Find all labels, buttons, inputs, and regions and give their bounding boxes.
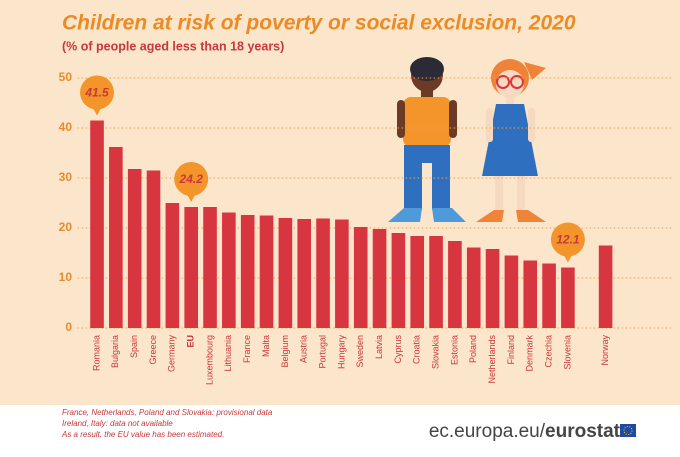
bar: [222, 212, 236, 328]
bar: [146, 170, 161, 328]
x-tick-label: Netherlands: [487, 335, 497, 384]
bar: [504, 255, 519, 328]
bar: [542, 263, 556, 328]
x-tick-label: Greece: [148, 335, 158, 365]
y-tick-label: 40: [59, 120, 73, 134]
source-site: ec.europa.eu/eurostat: [429, 421, 621, 442]
x-tick-label: Luxembourg: [204, 335, 214, 385]
x-tick-label: Sweden: [355, 335, 365, 368]
footnote: As a result, the EU value has been estim…: [61, 430, 224, 439]
bar: [203, 207, 217, 328]
bar: [429, 236, 443, 328]
x-tick-label: Germany: [167, 335, 177, 373]
chart-title: Children at risk of poverty or social ex…: [62, 12, 576, 35]
bar: [372, 229, 387, 328]
x-tick-label: Slovakia: [430, 335, 440, 369]
source-site-text: ec.europa.eu/: [429, 421, 546, 442]
footer-background: [0, 405, 680, 452]
x-tick-label: Latvia: [374, 335, 384, 359]
eu-flag: [620, 424, 636, 437]
bar: [523, 260, 538, 328]
x-tick-label: France: [242, 335, 252, 363]
x-tick-label: Hungary: [336, 335, 346, 370]
x-tick-label: Portugal: [317, 335, 327, 369]
chart-subtitle: (% of people aged less than 18 years): [62, 39, 284, 53]
bar: [335, 219, 349, 328]
value-label: 24.2: [179, 172, 204, 186]
x-tick-label: Belgium: [280, 335, 290, 368]
bar: [485, 249, 500, 328]
bar: [561, 267, 575, 328]
x-tick-label: Denmark: [525, 335, 535, 372]
y-tick-label: 30: [59, 170, 73, 184]
bar: [184, 207, 198, 328]
x-tick-label: Romania: [91, 335, 101, 371]
bar: [165, 203, 180, 328]
x-tick-label: Norway: [600, 335, 610, 366]
bar: [297, 219, 312, 328]
bar: [90, 120, 104, 328]
x-tick-label: Malta: [261, 335, 271, 357]
x-tick-label: Cyprus: [393, 335, 403, 364]
bar: [127, 169, 142, 328]
bar: [466, 247, 481, 328]
value-label: 41.5: [84, 86, 109, 100]
x-tick-label: Estonia: [449, 335, 459, 365]
bar: [410, 236, 425, 328]
bar: [240, 215, 255, 328]
callout-bubble: [80, 75, 115, 110]
bar: [598, 245, 613, 328]
y-tick-label: 10: [59, 270, 73, 284]
x-tick-label: Austria: [299, 335, 309, 363]
footnote: Ireland, Italy: data not available: [62, 419, 173, 428]
girl-illustration: [476, 59, 546, 222]
x-tick-label: Czechia: [543, 335, 553, 368]
y-tick-label: 50: [59, 70, 73, 84]
bar: [109, 147, 123, 328]
x-tick-label: Croatia: [412, 335, 422, 364]
y-tick-label: 0: [65, 320, 72, 334]
callout-bubble: [550, 222, 585, 257]
bar: [278, 218, 293, 328]
bar: [353, 227, 368, 328]
x-tick-label: Poland: [468, 335, 478, 363]
bar: [316, 218, 330, 328]
source-brand: eurostat: [545, 421, 621, 442]
x-tick-label: Bulgaria: [110, 335, 120, 368]
x-tick-label: EU: [186, 335, 196, 348]
callout-bubble: [174, 162, 209, 196]
bar: [391, 233, 406, 328]
x-tick-label: Lithuania: [223, 335, 233, 372]
y-tick-label: 20: [59, 220, 73, 234]
footnote: France, Netherlands, Poland and Slovakia…: [62, 408, 273, 417]
value-label: 12.1: [556, 233, 580, 247]
eu-stars: [623, 426, 633, 435]
bar: [259, 215, 274, 328]
bar: [448, 241, 462, 328]
x-tick-label: Finland: [506, 335, 516, 365]
x-tick-label: Slovenia: [562, 335, 572, 370]
x-tick-label: Spain: [129, 335, 139, 358]
